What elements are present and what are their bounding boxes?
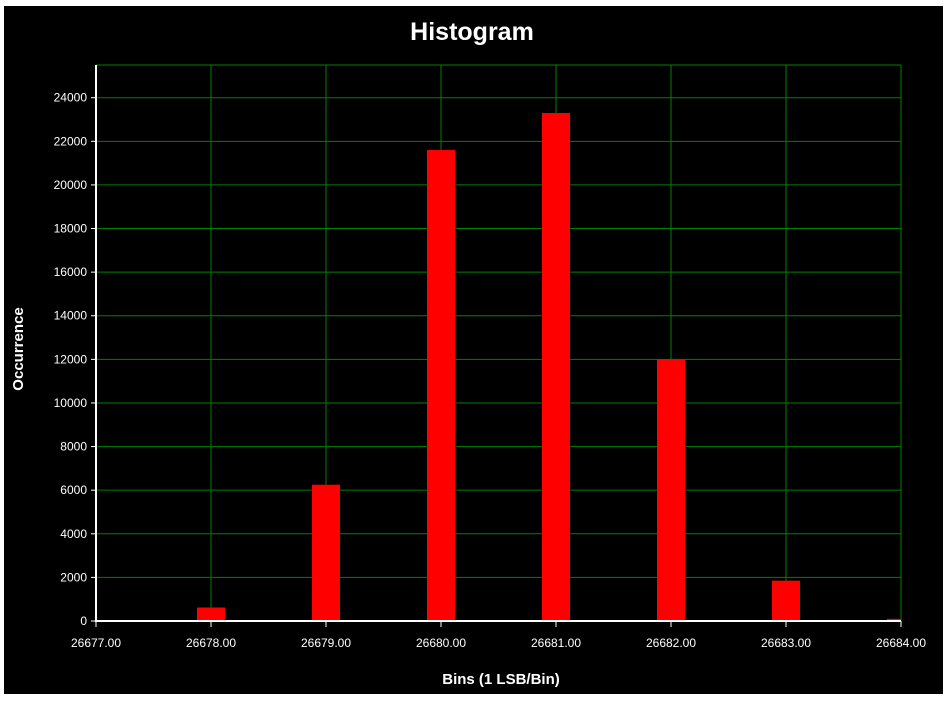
histogram-bar (427, 150, 455, 622)
y-tick-label: 16000 (54, 265, 88, 279)
y-tick-label: 22000 (54, 134, 88, 148)
histogram-bar (657, 359, 685, 621)
x-tick-label: 26682.00 (646, 636, 696, 650)
axis-layer (91, 65, 902, 627)
histogram-bar (542, 112, 570, 621)
x-tick-label: 26683.00 (761, 636, 811, 650)
y-tick-label: 4000 (60, 527, 87, 541)
histogram-chart: Histogram 0 2000 4000 6000 8000 10000 12000 140… (10, 18, 927, 688)
x-axis-label: Bins (1 LSB/Bin) (442, 671, 560, 688)
y-tick-label: 8000 (60, 440, 87, 454)
y-tick-label: 10000 (54, 396, 88, 410)
tick-label-layer: 0 2000 4000 6000 8000 10000 12000 14000 16000 180… (54, 91, 927, 650)
y-tick-label: 2000 (60, 570, 87, 584)
histogram-bar (312, 484, 340, 621)
x-tick-label: 26680.00 (416, 636, 466, 650)
y-tick-label: 20000 (54, 178, 88, 192)
x-tick-label: 26678.00 (186, 636, 236, 650)
chart-title: Histogram (410, 18, 534, 46)
y-tick-label: 12000 (54, 352, 88, 366)
y-tick-label: 24000 (54, 91, 88, 105)
x-tick-label: 26677.00 (71, 636, 121, 650)
y-axis-label: Occurrence (10, 307, 27, 390)
histogram-bar (887, 618, 901, 621)
bar-layer (97, 112, 901, 622)
x-tick-label: 26684.00 (876, 636, 926, 650)
y-tick-label: 18000 (54, 222, 88, 236)
histogram-bar (197, 607, 225, 621)
y-tick-label: 14000 (54, 309, 88, 323)
y-tick-label: 6000 (60, 483, 87, 497)
x-tick-label: 26681.00 (531, 636, 581, 650)
grid-layer (96, 64, 902, 621)
chart-panel: Histogram 0 2000 4000 6000 8000 10000 12000 140… (4, 6, 943, 694)
y-tick-label: 0 (80, 614, 87, 628)
histogram-bar (772, 580, 800, 621)
x-tick-label: 26679.00 (301, 636, 351, 650)
